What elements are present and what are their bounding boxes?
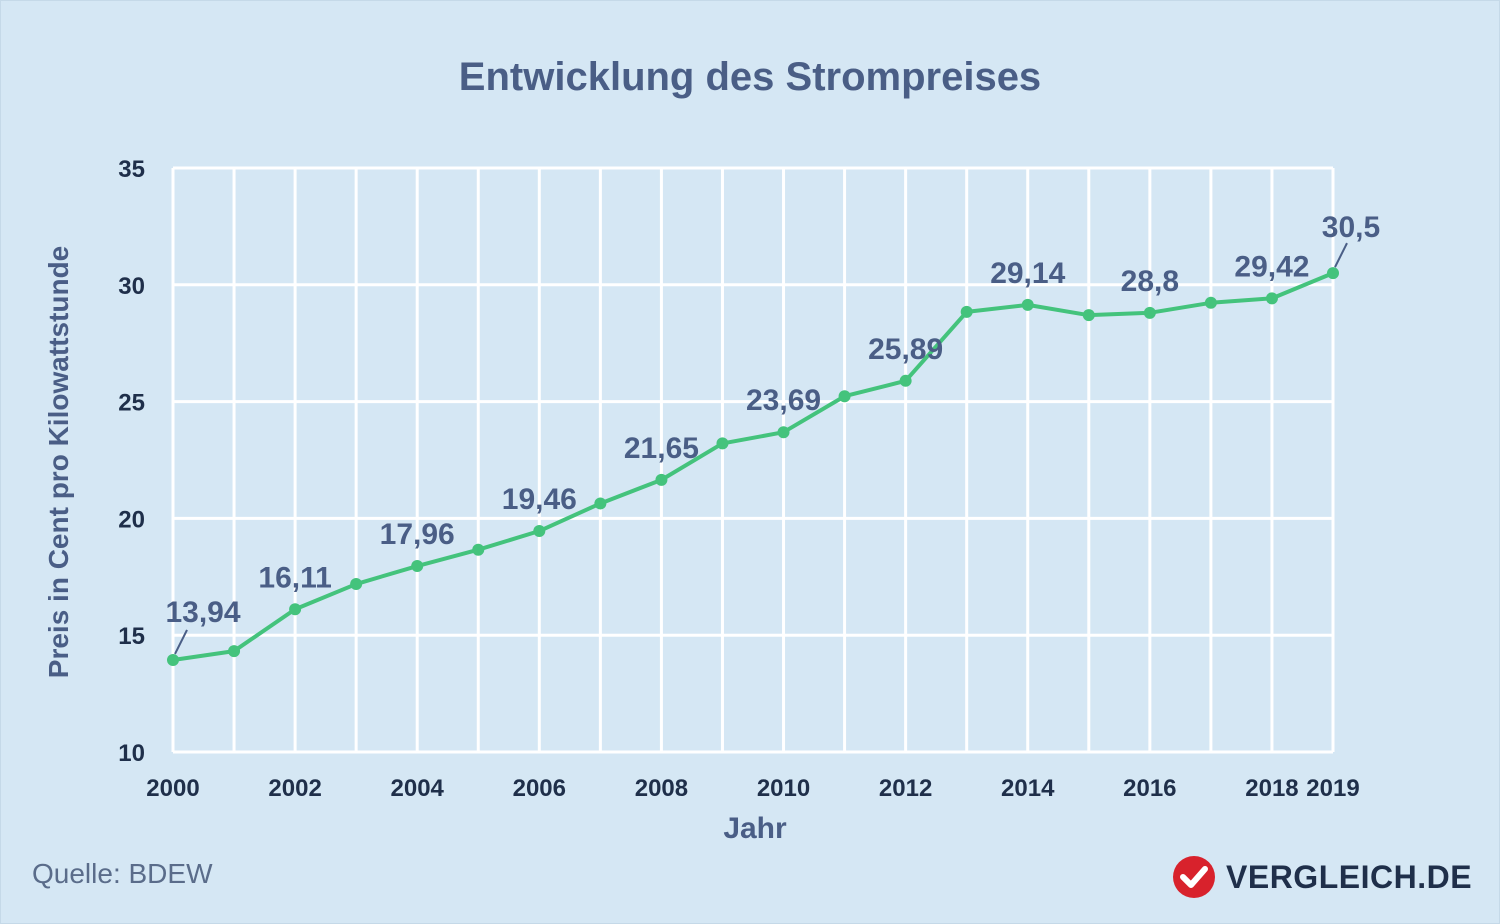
x-tick-label: 2018 bbox=[1245, 775, 1298, 802]
x-tick-label: 2019 bbox=[1306, 775, 1359, 802]
x-tick-label: 2014 bbox=[1001, 775, 1055, 802]
data-point bbox=[594, 497, 607, 510]
data-point bbox=[1265, 292, 1278, 305]
data-point bbox=[1021, 298, 1034, 311]
data-point bbox=[1327, 267, 1339, 280]
data-point bbox=[1143, 306, 1156, 319]
data-point bbox=[960, 305, 973, 318]
y-tick-label: 30 bbox=[118, 273, 145, 300]
data-point bbox=[777, 426, 790, 439]
data-label: 28,8 bbox=[1121, 265, 1179, 298]
x-tick-label: 2016 bbox=[1123, 775, 1176, 802]
data-point bbox=[228, 645, 241, 658]
x-tick-label: 2010 bbox=[757, 775, 810, 802]
data-point bbox=[350, 578, 363, 591]
data-label-leader bbox=[1334, 242, 1348, 268]
data-point bbox=[1204, 296, 1217, 309]
chart-title: Entwicklung des Strompreises bbox=[458, 55, 1042, 99]
data-label: 19,46 bbox=[502, 483, 577, 516]
data-point bbox=[655, 473, 668, 486]
data-point bbox=[472, 543, 485, 556]
data-label: 30,5 bbox=[1322, 211, 1380, 244]
data-point bbox=[533, 525, 546, 538]
data-point bbox=[289, 603, 302, 616]
data-label: 23,69 bbox=[746, 384, 821, 417]
x-tick-label: 2012 bbox=[879, 775, 932, 802]
data-point bbox=[838, 390, 851, 403]
data-label: 25,89 bbox=[868, 333, 943, 366]
checkmark-badge-icon bbox=[1173, 856, 1215, 898]
data-label: 29,14 bbox=[990, 257, 1065, 290]
y-tick-label: 35 bbox=[118, 156, 145, 183]
data-label: 21,65 bbox=[624, 432, 699, 465]
y-tick-label: 10 bbox=[118, 740, 145, 767]
y-tick-label: 15 bbox=[118, 623, 145, 650]
data-point bbox=[716, 437, 729, 450]
data-point bbox=[411, 560, 424, 573]
data-label: 13,94 bbox=[165, 596, 240, 629]
data-label: 16,11 bbox=[258, 561, 331, 594]
data-label: 17,96 bbox=[380, 518, 455, 551]
series-line bbox=[171, 271, 1335, 662]
x-axis-label: Jahr bbox=[723, 812, 787, 845]
y-tick-label: 25 bbox=[118, 390, 145, 417]
data-label: 29,42 bbox=[1234, 250, 1309, 283]
brand-name: VERGLEICH.DE bbox=[1226, 858, 1473, 895]
data-point bbox=[899, 374, 912, 387]
x-tick-label: 2008 bbox=[635, 775, 688, 802]
source-note: Quelle: BDEW bbox=[32, 858, 213, 889]
data-point bbox=[1082, 309, 1095, 322]
y-tick-label: 20 bbox=[118, 506, 145, 533]
y-axis-label: Preis in Cent pro Kilowattstunde bbox=[43, 246, 74, 678]
data-label-leader bbox=[174, 629, 188, 655]
x-tick-label: 2002 bbox=[268, 775, 321, 802]
x-tick-label: 2004 bbox=[391, 775, 445, 802]
x-tick-label: 2000 bbox=[146, 775, 199, 802]
brand-logo: VERGLEICH.DE bbox=[1172, 855, 1472, 899]
data-point bbox=[167, 653, 179, 666]
x-tick-label: 2006 bbox=[513, 775, 566, 802]
